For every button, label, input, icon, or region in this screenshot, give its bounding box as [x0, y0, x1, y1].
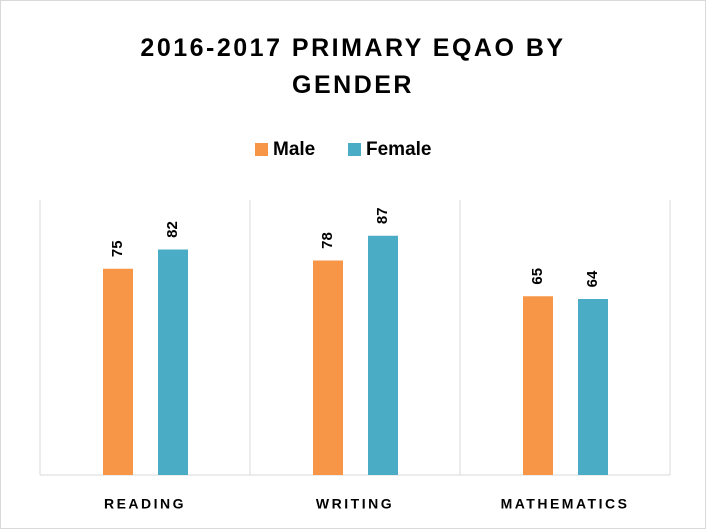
chart-title: 2016-2017 PRIMARY EQAO BY GENDER	[140, 34, 566, 99]
bar	[368, 235, 398, 475]
legend-label: Male	[273, 139, 315, 160]
bar	[313, 260, 343, 475]
data-label: 64	[584, 270, 601, 287]
bar	[578, 299, 608, 475]
bar	[523, 296, 553, 475]
legend-swatch	[348, 143, 361, 156]
x-tick-label: MATHEMATICS	[501, 496, 630, 512]
legend-swatch	[255, 143, 268, 156]
data-label: 82	[164, 221, 181, 238]
legend-label: Female	[366, 139, 431, 160]
x-tick-label: READING	[104, 496, 186, 512]
x-tick-label: WRITING	[316, 496, 394, 512]
bar	[158, 249, 188, 475]
data-label: 87	[374, 207, 391, 224]
data-label: 78	[319, 232, 336, 249]
data-label: 75	[109, 240, 126, 257]
data-label: 65	[529, 268, 546, 285]
bar	[103, 268, 133, 475]
